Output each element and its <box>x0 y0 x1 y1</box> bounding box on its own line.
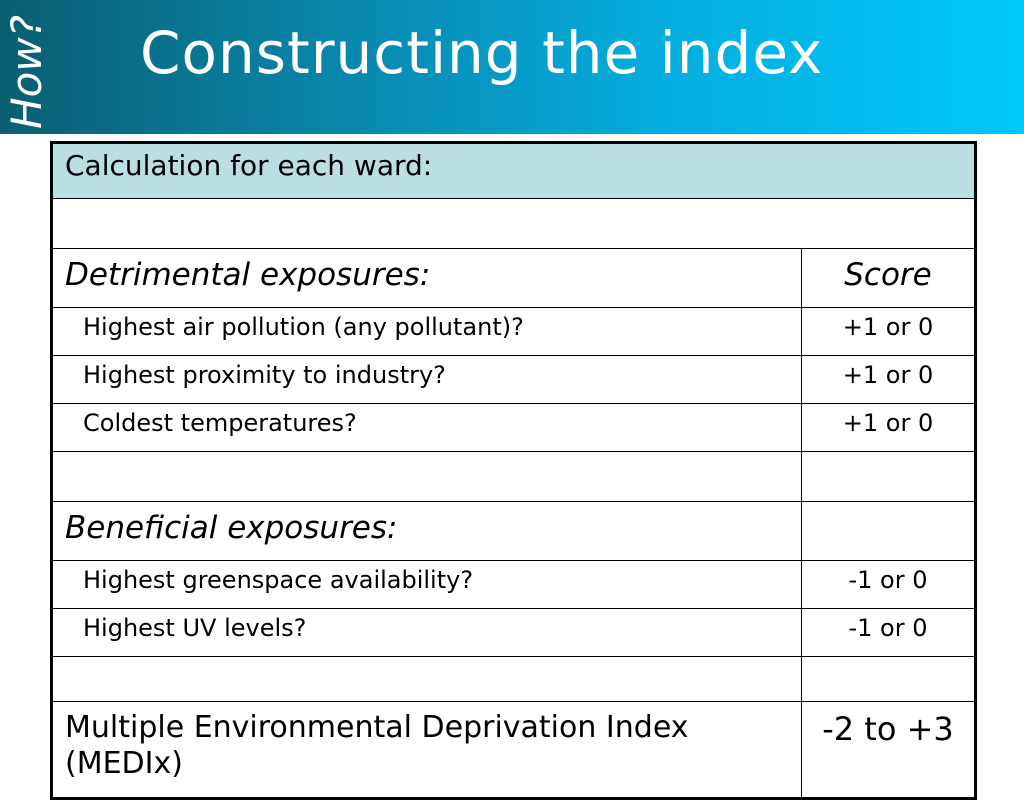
blank-cell <box>801 451 977 502</box>
blank-row <box>50 451 977 502</box>
blank-cell <box>50 198 977 249</box>
total-row: Multiple Environmental Deprivation Index… <box>50 701 977 800</box>
total-label-line1: Multiple Environmental Deprivation Index <box>65 710 689 745</box>
row-score: +1 or 0 <box>801 355 977 404</box>
row-score: -1 or 0 <box>801 608 977 657</box>
blank-cell <box>801 501 977 561</box>
beneficial-heading: Beneficial exposures: <box>50 501 802 561</box>
detrimental-heading: Detrimental exposures: <box>50 248 802 308</box>
blank-cell <box>50 451 802 502</box>
table-row: Highest greenspace availability? -1 or 0 <box>50 560 977 609</box>
slide-title: Constructing the index <box>140 19 824 87</box>
total-label: Multiple Environmental Deprivation Index… <box>50 701 802 800</box>
index-table: Calculation for each ward: Detrimental e… <box>50 141 977 800</box>
blank-cell <box>50 656 802 702</box>
table-row: Highest proximity to industry? +1 or 0 <box>50 355 977 404</box>
table-header-row: Calculation for each ward: <box>50 141 977 199</box>
total-label-line2: (MEDIx) <box>65 746 183 781</box>
title-banner <box>0 0 1024 134</box>
blank-cell <box>801 656 977 702</box>
row-score: +1 or 0 <box>801 307 977 356</box>
detrimental-section-row: Detrimental exposures: Score <box>50 248 977 308</box>
row-label: Highest UV levels? <box>50 608 802 657</box>
blank-row <box>50 656 977 702</box>
row-label: Highest greenspace availability? <box>50 560 802 609</box>
row-score: -1 or 0 <box>801 560 977 609</box>
row-label: Highest proximity to industry? <box>50 355 802 404</box>
row-label: Highest air pollution (any pollutant)? <box>50 307 802 356</box>
score-heading: Score <box>801 248 977 308</box>
table-row: Coldest temperatures? +1 or 0 <box>50 403 977 452</box>
table-row: Highest UV levels? -1 or 0 <box>50 608 977 657</box>
table-header-cell: Calculation for each ward: <box>50 141 977 199</box>
row-label: Coldest temperatures? <box>50 403 802 452</box>
total-score: -2 to +3 <box>801 701 977 800</box>
beneficial-section-row: Beneficial exposures: <box>50 501 977 561</box>
blank-row <box>50 198 977 249</box>
row-score: +1 or 0 <box>801 403 977 452</box>
table-row: Highest air pollution (any pollutant)? +… <box>50 307 977 356</box>
side-tag: How? <box>2 15 51 129</box>
